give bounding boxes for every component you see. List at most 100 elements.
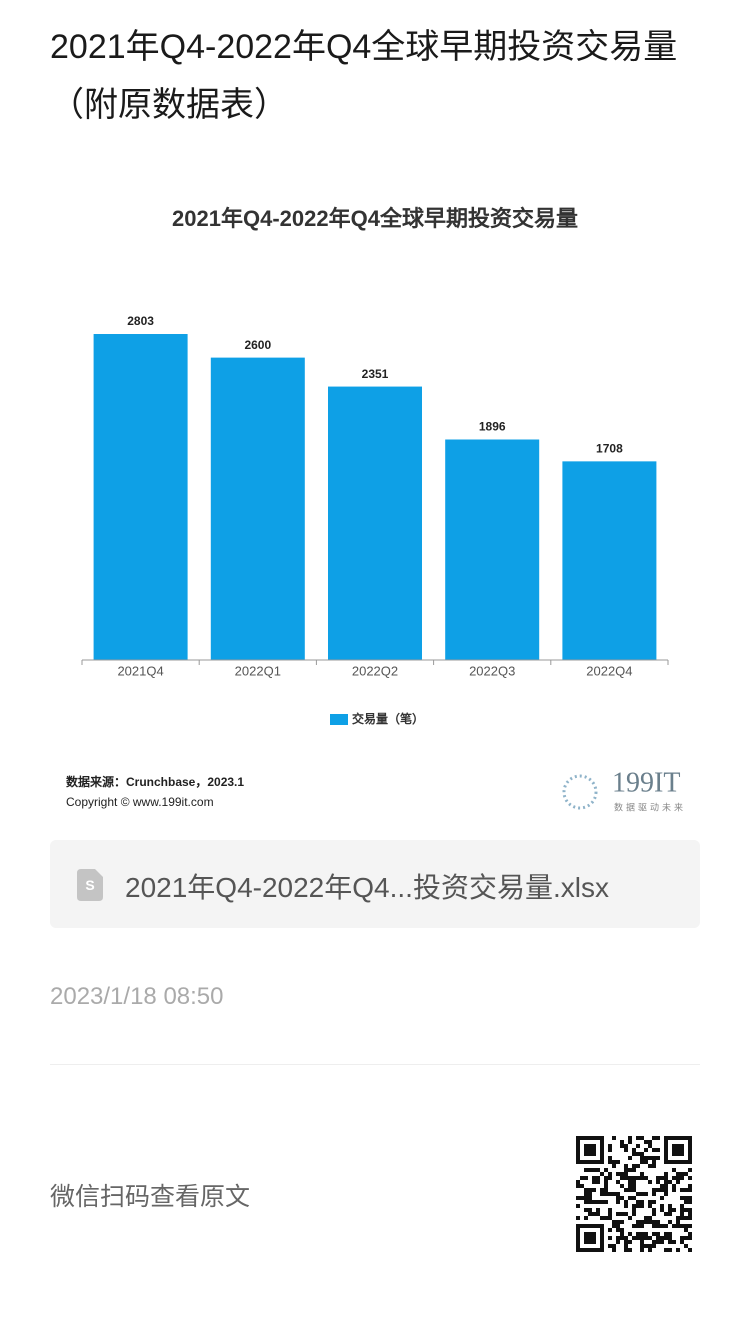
qr-module [616, 1200, 620, 1204]
qr-module [608, 1244, 612, 1248]
qr-module [604, 1184, 608, 1188]
chart-title: 2021年Q4-2022年Q4全球早期投资交易量 [172, 206, 578, 231]
qr-module [652, 1244, 656, 1248]
qr-module [628, 1196, 632, 1200]
qr-module [656, 1136, 660, 1140]
footer-text: 微信扫码查看原文 [50, 1183, 251, 1211]
qr-module [624, 1244, 628, 1248]
qr-module [664, 1232, 668, 1236]
bar [328, 386, 422, 660]
qr-module [628, 1232, 632, 1236]
logo-tagline: 数据驱动未来 [614, 801, 686, 812]
qr-module [576, 1204, 580, 1208]
qr-module [668, 1220, 672, 1224]
qr-module [644, 1236, 648, 1240]
qr-module [580, 1184, 584, 1188]
qr-module [640, 1204, 644, 1208]
qr-module [640, 1220, 644, 1224]
qr-module [588, 1196, 592, 1200]
qr-module [652, 1156, 656, 1160]
qr-module [628, 1188, 632, 1192]
qr-module [644, 1156, 648, 1160]
x-tick-label: 2022Q3 [469, 663, 515, 678]
qr-module [672, 1168, 676, 1172]
qr-module [592, 1180, 596, 1184]
qr-module [624, 1144, 628, 1148]
qr-module [676, 1216, 680, 1220]
qr-module [628, 1240, 632, 1244]
qr-module [652, 1208, 656, 1212]
qr-module [660, 1204, 664, 1208]
qr-module [664, 1172, 668, 1176]
qr-module [680, 1176, 684, 1180]
qr-module [640, 1172, 644, 1176]
qr-module [652, 1188, 656, 1192]
qr-module [616, 1196, 620, 1200]
qr-module [664, 1180, 668, 1184]
qr-module [632, 1176, 636, 1180]
qr-module [688, 1224, 692, 1228]
qr-module [676, 1224, 680, 1228]
qr-module [688, 1212, 692, 1216]
qr-module [632, 1224, 636, 1228]
qr-module [664, 1192, 668, 1196]
qr-finder [584, 1232, 596, 1244]
qr-module [576, 1196, 580, 1200]
qr-module [608, 1172, 612, 1176]
qr-module [640, 1232, 644, 1236]
qr-module [680, 1216, 684, 1220]
qr-module [596, 1168, 600, 1172]
qr-module [636, 1144, 640, 1148]
qr-module [612, 1160, 616, 1164]
qr-module [668, 1240, 672, 1244]
qr-module [620, 1140, 624, 1144]
qr-module [584, 1168, 588, 1172]
qr-module [624, 1240, 628, 1244]
qr-module [652, 1192, 656, 1196]
qr-module [624, 1176, 628, 1180]
qr-module [660, 1184, 664, 1188]
qr-module [632, 1212, 636, 1216]
qr-module [684, 1244, 688, 1248]
qr-module [580, 1176, 584, 1180]
file-icon: S [77, 869, 103, 901]
qr-module [688, 1216, 692, 1220]
data-label: 2600 [244, 338, 271, 352]
qr-module [680, 1204, 684, 1208]
qr-module [608, 1156, 612, 1160]
qr-module [640, 1244, 644, 1248]
qr-module [668, 1248, 672, 1252]
qr-module [684, 1224, 688, 1228]
attachment-card[interactable]: S 2021年Q4-2022年Q4...投资交易量.xlsx [50, 840, 700, 928]
qr-module [592, 1168, 596, 1172]
data-label: 1708 [596, 442, 623, 456]
qr-module [632, 1236, 636, 1240]
qr-module [640, 1224, 644, 1228]
qr-module [580, 1196, 584, 1200]
qr-module [624, 1188, 628, 1192]
qr-module [608, 1216, 612, 1220]
qr-module [620, 1220, 624, 1224]
qr-module [676, 1172, 680, 1176]
bar [562, 461, 657, 660]
qr-module [632, 1184, 636, 1188]
qr-module [684, 1200, 688, 1204]
qr-module [652, 1240, 656, 1244]
qr-module [596, 1200, 600, 1204]
qr-code[interactable] [575, 1135, 693, 1253]
qr-module [660, 1208, 664, 1212]
chart: 2021年Q4-2022年Q4全球早期投资交易量 数据来源：Crunchbase… [66, 206, 686, 813]
qr-module [680, 1172, 684, 1176]
logo-name: 199IT [612, 767, 680, 798]
qr-module [680, 1212, 684, 1216]
qr-module [624, 1200, 628, 1204]
qr-module [624, 1148, 628, 1152]
qr-module [688, 1208, 692, 1212]
qr-module [584, 1208, 588, 1212]
qr-module [612, 1192, 616, 1196]
qr-module [688, 1196, 692, 1200]
qr-module [644, 1148, 648, 1152]
qr-module [660, 1236, 664, 1240]
legend-label: 交易量（笔） [352, 711, 424, 726]
qr-module [588, 1200, 592, 1204]
